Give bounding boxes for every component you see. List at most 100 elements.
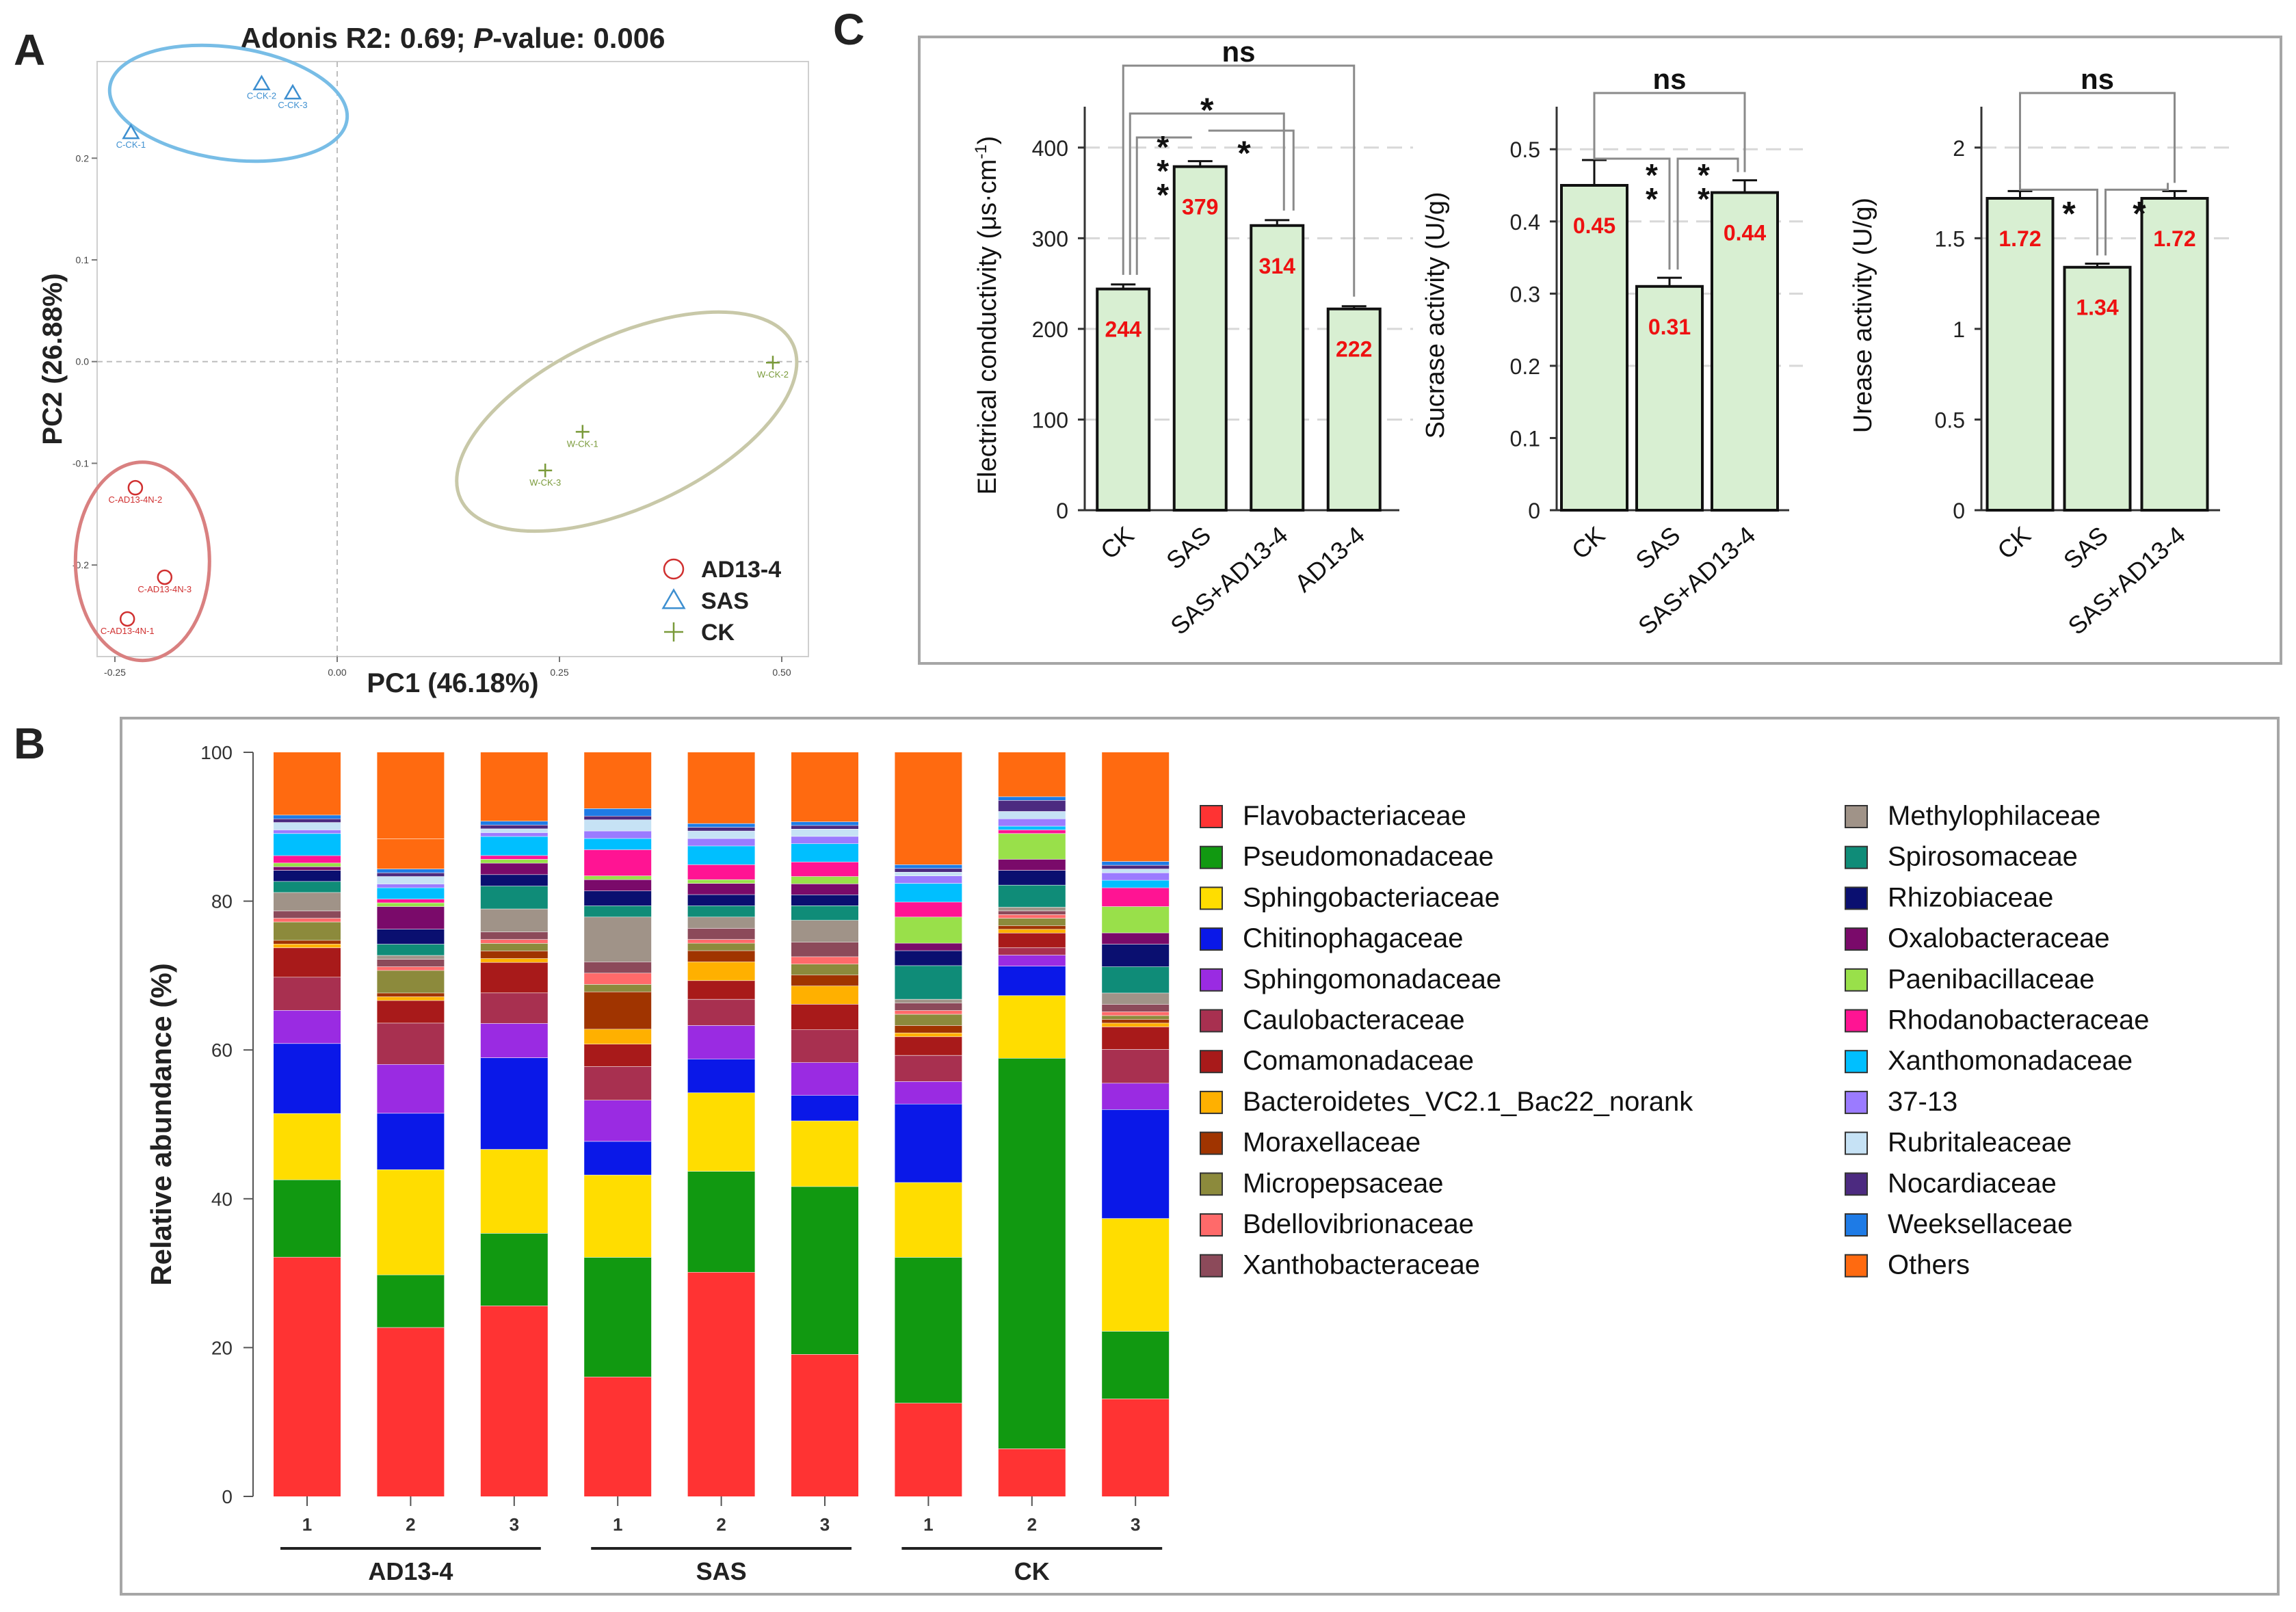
- bar-segment: [1102, 1218, 1170, 1332]
- bar-segment: [1102, 1022, 1170, 1027]
- point-label: C-AD13-4N-2: [109, 494, 163, 505]
- bar-segment: [274, 866, 341, 871]
- bar-segment: [584, 962, 652, 973]
- y-tick-label: 1.5: [1935, 226, 1965, 251]
- bar-segment: [1102, 1027, 1170, 1050]
- bracket-ns: [1122, 64, 1356, 297]
- legend-label-sas: SAS: [701, 588, 749, 614]
- bar-segment: [791, 1029, 858, 1063]
- point-c-ad13-4n-3: [157, 569, 173, 585]
- panel-label-c: C: [833, 5, 865, 54]
- bar-segment: [895, 1003, 962, 1011]
- x-tick-label: 3: [820, 1514, 830, 1535]
- x-tick-label: -0.25: [104, 667, 126, 678]
- bar-segment: [480, 828, 548, 833]
- bar-segment: [791, 862, 858, 877]
- bar-segment: [998, 811, 1066, 819]
- sig-ck-sas: *: [2062, 194, 2076, 233]
- bar-segment: [584, 890, 652, 906]
- bar-segment: [274, 822, 341, 830]
- bar-segment: [687, 838, 755, 846]
- bar-segment: [274, 1113, 341, 1180]
- bar-segment: [687, 950, 755, 962]
- bar-segment: [895, 1036, 962, 1055]
- bar-segment: [998, 800, 1066, 812]
- bar-segment: [480, 931, 548, 940]
- bar-segment: [480, 1057, 548, 1150]
- legend-swatch: [1200, 1172, 1223, 1196]
- bar-segment: [480, 908, 548, 932]
- bar-segment: [377, 887, 445, 899]
- community-panel-frame: [120, 717, 2280, 1596]
- value-label: 0.45: [1573, 213, 1615, 238]
- bar-segment: [895, 875, 962, 884]
- bar-segment: [998, 796, 1066, 801]
- legend-label: Nocardiaceae: [1888, 1168, 2057, 1198]
- bar-segment: [377, 1113, 445, 1170]
- y-tick-label: 100: [1032, 408, 1068, 432]
- y-axis-label-text: Sucrase activity (U/g): [1421, 191, 1450, 438]
- bracket-ck-combo: [1129, 112, 1285, 275]
- bar-segment: [791, 884, 858, 895]
- group-label-ck: CK: [1014, 1557, 1050, 1585]
- bar-segment: [998, 907, 1066, 911]
- bar-segment: [687, 942, 755, 951]
- bar-segment: [1102, 1012, 1170, 1016]
- y-tick-label: 20: [211, 1337, 233, 1358]
- legend-swatch: [1845, 886, 1868, 910]
- bar-segment: [480, 1023, 548, 1058]
- y-axis-label-text: Urease activity (U/g): [1849, 198, 1877, 433]
- bar-segment: [274, 818, 341, 823]
- bar-segment: [895, 1033, 962, 1037]
- bar-segment: [274, 862, 341, 867]
- bar-segment: [1102, 906, 1170, 933]
- bar-segment: [480, 874, 548, 886]
- bar-segment: [274, 830, 341, 834]
- chart-title: Adonis R2: 0.69; P-value: 0.006: [241, 22, 665, 54]
- bar-segment: [1102, 869, 1170, 873]
- bar-segment: [377, 1169, 445, 1275]
- bar-segment: [377, 906, 445, 929]
- y-tick-label: 200: [1032, 317, 1068, 342]
- ellipse-sas: [107, 43, 349, 163]
- bar-segment: [1102, 864, 1170, 869]
- legend-swatch: [1845, 1213, 1868, 1237]
- bar-segment: [377, 752, 445, 839]
- bar-segment: [274, 944, 341, 948]
- legend-label: 37-13: [1888, 1087, 1957, 1117]
- bar-segment: [998, 884, 1066, 908]
- bar-segment: [687, 1092, 755, 1172]
- legend-marker-sas: [661, 588, 686, 609]
- legend-label: Rhizobiaceae: [1888, 882, 2053, 912]
- legend-swatch: [1845, 927, 1868, 951]
- bar-segment: [377, 959, 445, 967]
- bar-segment: [791, 829, 858, 836]
- bracket-ck-sas: [2019, 183, 2098, 256]
- bar-segment: [687, 845, 755, 865]
- y-axis-label: PC2 (26.88%): [38, 273, 68, 445]
- bar-segment: [480, 859, 548, 863]
- bar-segment: [1102, 1399, 1170, 1496]
- point-label: W-CK-2: [757, 369, 789, 380]
- bracket-sas-combo: [2104, 183, 2169, 256]
- bar-segment: [895, 950, 962, 966]
- x-tick-label: 0.00: [328, 667, 346, 678]
- panel-label-b: B: [14, 719, 46, 768]
- value-label: 1.72: [2153, 226, 2195, 251]
- bar-segment: [584, 916, 652, 962]
- y-tick-label: 0.1: [76, 254, 90, 265]
- bar-segment: [274, 947, 341, 977]
- y-tick-label: 0.0: [76, 356, 90, 367]
- bar-segment: [584, 815, 652, 820]
- legend-label: Paenibacillaceae: [1888, 964, 2094, 994]
- bar-segment: [687, 1025, 755, 1059]
- bar-segment: [791, 1004, 858, 1030]
- bar-segment: [584, 752, 652, 809]
- bracket-ck-sas: [1135, 136, 1192, 275]
- bar-segment: [274, 1256, 341, 1496]
- sig-ck-combo: *: [1200, 91, 1214, 129]
- x-tick-label: 0.25: [550, 667, 568, 678]
- bar-segment: [895, 916, 962, 943]
- bar-segment: [1102, 1083, 1170, 1110]
- bar-segment: [687, 1171, 755, 1272]
